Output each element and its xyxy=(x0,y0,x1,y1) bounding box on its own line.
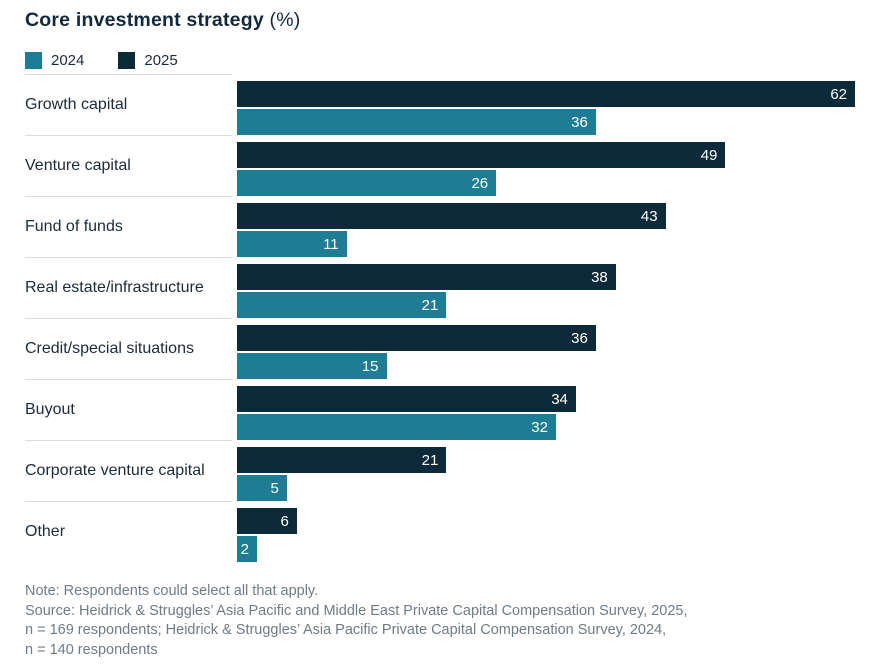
category-label: Growth capital xyxy=(25,74,232,135)
bar-group: 49 26 xyxy=(237,135,855,196)
chart-footer: Note: Respondents could select all that … xyxy=(25,582,870,660)
bar-2024: 32 xyxy=(237,414,556,440)
bar-value: 38 xyxy=(591,268,608,286)
category-label: Venture capital xyxy=(25,135,232,196)
bar-2025: 62 xyxy=(237,81,855,107)
bar-group: 62 36 xyxy=(237,74,855,135)
bar-2025: 34 xyxy=(237,386,576,412)
chart-row: Buyout 34 32 xyxy=(25,379,870,440)
chart-row: Credit/special situations 36 15 xyxy=(25,318,870,379)
bar-group: 43 11 xyxy=(237,196,855,257)
bar-value: 62 xyxy=(830,85,847,103)
bar-value: 6 xyxy=(280,512,289,530)
legend-swatch-2025 xyxy=(118,51,136,69)
bar-value: 49 xyxy=(700,146,718,164)
bar-value: 26 xyxy=(471,174,489,192)
page-title: Core investment strategy (%) xyxy=(25,9,870,32)
bar-group: 21 5 xyxy=(237,440,855,501)
bar-2025: 21 xyxy=(237,447,447,473)
bar-value: 15 xyxy=(361,357,379,375)
legend-item-2025: 2025 xyxy=(118,51,178,69)
legend-label: 2024 xyxy=(51,51,85,69)
bar-value: 36 xyxy=(571,329,588,347)
chart-row: Other 6 2 xyxy=(25,501,870,562)
category-label: Credit/special situations xyxy=(25,318,232,379)
category-label: Real estate/infrastructure xyxy=(25,257,232,318)
bar-2024: 36 xyxy=(237,109,596,135)
page-title-unit: (%) xyxy=(269,9,301,31)
chart: Growth capital 62 36 Venture capital 49 26 Fun… xyxy=(25,74,870,562)
bar-group: 36 15 xyxy=(237,318,855,379)
bar-value: 5 xyxy=(270,479,279,497)
legend-item-2024: 2024 xyxy=(25,51,85,69)
category-label: Fund of funds xyxy=(25,196,232,257)
bar-value: 11 xyxy=(323,235,339,253)
bar-2024: 11 xyxy=(237,231,347,257)
bar-value: 2 xyxy=(240,540,249,558)
chart-row: Growth capital 62 36 xyxy=(25,74,870,135)
bar-value: 21 xyxy=(421,451,439,469)
legend-swatch-2024 xyxy=(25,51,42,69)
chart-source-line-3: n = 140 respondents xyxy=(25,641,158,658)
bar-2024: 21 xyxy=(237,292,447,318)
bar-2025: 49 xyxy=(237,142,726,168)
chart-source-line-1: Source: Heidrick & Struggles’ Asia Pacif… xyxy=(25,602,688,619)
bar-2025: 6 xyxy=(237,508,297,534)
bar-group: 38 21 xyxy=(237,257,855,318)
bar-group: 34 32 xyxy=(237,379,855,440)
bar-2024: 26 xyxy=(237,170,497,196)
bar-value: 32 xyxy=(531,418,548,436)
bar-2024: 15 xyxy=(237,353,387,379)
bar-2024: 5 xyxy=(237,475,287,501)
page-title-main: Core investment strategy xyxy=(25,9,264,31)
bar-2025: 43 xyxy=(237,203,666,229)
chart-source-line-2: n = 169 respondents; Heidrick & Struggle… xyxy=(25,622,667,638)
bar-2025: 38 xyxy=(237,264,616,290)
bar-2024: 2 xyxy=(237,536,257,562)
chart-row: Fund of funds 43 11 xyxy=(25,196,870,257)
category-label: Other xyxy=(25,501,232,562)
chart-note: Note: Respondents could select all that … xyxy=(25,583,319,599)
bar-value: 34 xyxy=(551,390,568,408)
bar-value: 36 xyxy=(571,113,588,131)
chart-row: Real estate/infrastructure 38 21 xyxy=(25,257,870,318)
category-label: Corporate venture capital xyxy=(25,440,232,501)
category-label: Buyout xyxy=(25,379,232,440)
bar-2025: 36 xyxy=(237,325,596,351)
legend-label: 2025 xyxy=(144,51,178,69)
chart-row: Corporate venture capital 21 5 xyxy=(25,440,870,501)
chart-row: Venture capital 49 26 xyxy=(25,135,870,196)
legend: 2024 2025 xyxy=(25,50,870,70)
bar-value: 21 xyxy=(421,296,439,314)
bar-value: 43 xyxy=(640,207,658,225)
